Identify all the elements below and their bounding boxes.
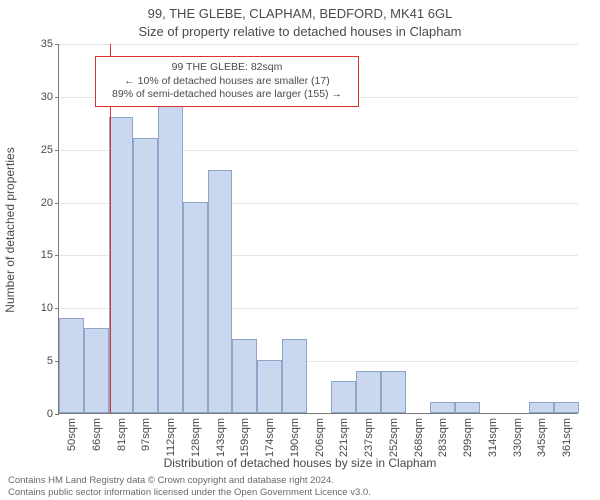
plot-area: 0510152025303550sqm66sqm81sqm97sqm112sqm… [58,44,578,414]
y-tick-mark [55,255,59,256]
annotation-line: 89% of semi-detached houses are larger (… [102,88,352,102]
y-tick-label: 10 [41,302,53,314]
y-tick-label: 5 [47,355,53,367]
y-tick-label: 0 [47,408,53,420]
histogram-bar [84,328,109,413]
footer-attribution: Contains HM Land Registry data © Crown c… [8,475,592,498]
chart-container: 99, THE GLEBE, CLAPHAM, BEDFORD, MK41 6G… [0,0,600,500]
y-tick-label: 35 [41,38,53,50]
annotation-line: 99 THE GLEBE: 82sqm [102,61,352,75]
y-tick-mark [55,414,59,415]
y-tick-mark [55,150,59,151]
footer-line-1: Contains HM Land Registry data © Crown c… [8,475,592,486]
y-tick-label: 25 [41,144,53,156]
annotation-box: 99 THE GLEBE: 82sqm← 10% of detached hou… [95,56,359,107]
y-tick-mark [55,44,59,45]
histogram-bar [381,371,406,413]
histogram-bar [232,339,257,413]
footer-line-2: Contains public sector information licen… [8,487,592,498]
histogram-bar [455,402,480,413]
histogram-bar [133,138,158,413]
histogram-bar [554,402,579,413]
annotation-line: ← 10% of detached houses are smaller (17… [102,75,352,89]
histogram-bar [529,402,554,413]
histogram-bar [257,360,282,413]
histogram-bar [109,117,134,413]
x-axis-label: Distribution of detached houses by size … [0,456,600,470]
histogram-bar [208,170,233,413]
histogram-bar [356,371,381,413]
histogram-bar [282,339,307,413]
y-tick-label: 20 [41,197,53,209]
title-line-2: Size of property relative to detached ho… [0,24,600,39]
y-axis-label: Number of detached properties [3,147,17,312]
y-tick-mark [55,308,59,309]
y-tick-mark [55,97,59,98]
histogram-bar [158,106,183,413]
histogram-bar [331,381,356,413]
histogram-bar [430,402,455,413]
y-tick-label: 15 [41,249,53,261]
y-tick-label: 30 [41,91,53,103]
histogram-bar [183,202,208,413]
title-line-1: 99, THE GLEBE, CLAPHAM, BEDFORD, MK41 6G… [0,6,600,21]
gridline [59,44,578,45]
histogram-bar [59,318,84,413]
y-tick-mark [55,203,59,204]
